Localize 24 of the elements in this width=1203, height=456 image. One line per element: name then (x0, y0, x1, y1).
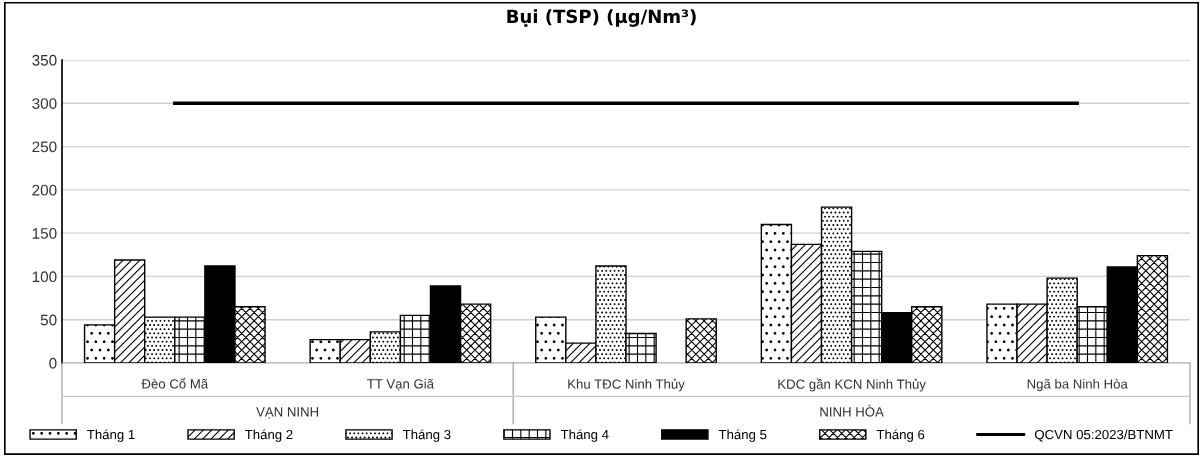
legend-label: Tháng 4 (560, 429, 609, 442)
y-tick-label: 350 (32, 54, 57, 66)
text: NINH HÒA (820, 404, 884, 417)
x-tick-label: Khu TĐC Ninh Thủy (568, 378, 685, 392)
y-tick-label: 300 (32, 98, 57, 109)
x-tick-label: Đèo Cổ Mã (141, 377, 209, 389)
x-tick-label: Ngã ba Ninh Hòa (1027, 378, 1128, 392)
y-tick-label: 0 (49, 357, 57, 369)
legend-label: Tháng 5 (718, 429, 767, 442)
y-tick-label: 150 (32, 228, 57, 239)
y-tick-label: 50 (40, 314, 57, 326)
legend-label: Tháng 2 (245, 429, 293, 442)
legend-label: Tháng 1 (87, 429, 135, 442)
legend-label: Tháng 6 (876, 429, 925, 442)
y-tick-label: 100 (32, 271, 57, 283)
bar (685, 318, 717, 363)
y-tick-label: 250 (32, 141, 57, 153)
chart-title: Bụi (TSP) (µg/Nm³) (507, 9, 696, 27)
y-tick-label: 200 (32, 184, 57, 196)
legend-label: QCVN 05:2023/BTNMT (1034, 429, 1173, 442)
legend-label: Tháng 3 (402, 429, 451, 442)
x-tick-label: TT Vạn Giã (367, 378, 435, 391)
text: VẠN NINH (256, 407, 319, 419)
x-tick-label: KDC gần KCN Ninh Thủy (778, 378, 926, 392)
